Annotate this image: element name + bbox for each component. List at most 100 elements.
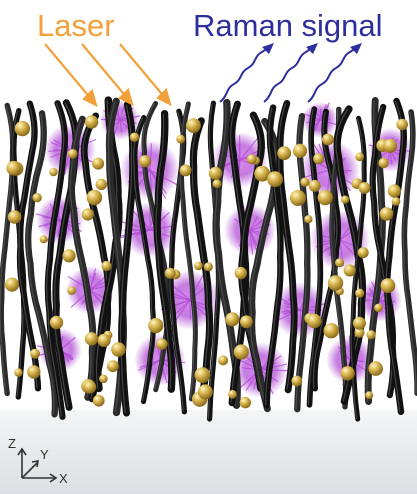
gold-nanoparticle xyxy=(357,247,369,259)
x-axis-label: X xyxy=(59,471,68,486)
raman-arrowhead-1 xyxy=(262,43,274,54)
nanowire-highlight xyxy=(133,117,153,402)
gold-nanoparticle xyxy=(355,288,365,298)
laser-label: Laser xyxy=(37,8,115,43)
gold-nanoparticle xyxy=(156,338,168,351)
gold-nanoparticle xyxy=(67,149,78,159)
gold-nanoparticle xyxy=(148,318,164,334)
gold-nanoparticle xyxy=(194,367,211,383)
molecule-strand xyxy=(59,336,76,351)
gold-nanoparticle xyxy=(358,182,371,194)
gold-nanoparticle xyxy=(300,177,310,187)
gold-nanoparticle xyxy=(379,207,394,221)
laser-arrowhead-2 xyxy=(118,87,134,107)
gold-nanoparticle xyxy=(366,330,376,340)
laser-arrowhead-1 xyxy=(82,88,98,108)
gold-nanoparticle xyxy=(234,266,247,280)
gold-nanoparticle xyxy=(83,380,97,394)
gold-nanoparticle xyxy=(27,365,41,379)
gold-nanoparticle xyxy=(228,389,237,399)
laser-arrowhead-3 xyxy=(156,87,172,107)
gold-nanoparticle xyxy=(233,344,249,360)
gold-nanoparticle xyxy=(62,249,76,263)
gold-nanoparticle xyxy=(14,368,23,377)
gold-nanoparticle xyxy=(49,167,58,177)
nanowire-highlight xyxy=(295,116,307,410)
gold-nanoparticle xyxy=(391,197,401,206)
gold-nanoparticle xyxy=(49,315,64,330)
nanowire xyxy=(153,109,176,393)
gold-nanoparticle xyxy=(101,260,112,272)
gold-nanoparticle xyxy=(240,315,253,329)
gold-nanoparticle xyxy=(179,164,192,177)
nanowire xyxy=(189,117,214,402)
gold-nanoparticle xyxy=(313,153,325,165)
gold-nanoparticle xyxy=(218,355,229,366)
gold-nanoparticle xyxy=(246,154,257,165)
nanowire xyxy=(178,101,198,402)
nanowire-highlight xyxy=(307,109,320,405)
gold-nanoparticle xyxy=(208,166,222,180)
y-axis-head xyxy=(31,460,39,468)
molecule-strand xyxy=(149,169,179,186)
y-axis-label: Y xyxy=(40,447,49,462)
nanowire-highlight xyxy=(26,113,55,415)
gold-nanoparticle xyxy=(327,275,344,291)
nanowire xyxy=(25,110,59,418)
gold-nanoparticle xyxy=(291,375,303,387)
nanowire-highlight xyxy=(179,103,195,399)
nanowire-highlight xyxy=(264,107,280,406)
gold-nanoparticle xyxy=(138,155,152,168)
gold-nanoparticle xyxy=(32,193,42,203)
gold-nanoparticle xyxy=(343,264,356,277)
molecule-strand xyxy=(57,219,61,238)
gold-nanoparticles xyxy=(4,115,409,409)
nanowire-highlight xyxy=(402,111,417,394)
y-axis-line xyxy=(21,461,39,479)
molecule-strand xyxy=(239,136,260,161)
gold-nanoparticle xyxy=(197,384,213,400)
gold-nanoparticle xyxy=(14,120,31,137)
gold-nanoparticle xyxy=(186,118,201,133)
gold-nanoparticle xyxy=(107,360,119,373)
gold-nanoparticle xyxy=(368,361,384,376)
raman-arrowhead-2 xyxy=(306,43,318,54)
molecule-strand xyxy=(119,106,125,121)
gold-nanoparticle xyxy=(176,134,186,144)
gold-nanoparticle xyxy=(203,262,213,272)
gold-nanoparticle xyxy=(81,208,94,221)
nanowire xyxy=(294,113,311,413)
gold-nanoparticle xyxy=(335,258,345,268)
nanowire xyxy=(44,100,68,420)
gold-nanoparticle xyxy=(239,396,251,409)
nanowire xyxy=(16,100,42,392)
nanowire-highlight xyxy=(18,103,38,389)
raman-arrows xyxy=(219,43,362,103)
gold-nanoparticle xyxy=(6,160,21,176)
raman-wave-2 xyxy=(263,47,313,103)
nanowire xyxy=(212,98,241,409)
gold-nanoparticle xyxy=(4,277,20,292)
gold-nanoparticle xyxy=(307,313,322,329)
nanowire-highlight xyxy=(385,100,404,412)
molecule-strand xyxy=(174,299,191,307)
gold-nanoparticle xyxy=(267,171,283,188)
nanowire-highlight xyxy=(119,104,133,414)
gold-nanoparticle xyxy=(308,179,321,192)
molecule-strand xyxy=(249,229,254,255)
nanowire xyxy=(401,109,417,396)
gold-nanoparticle xyxy=(322,133,334,146)
molecule-strand xyxy=(119,119,130,131)
molecule-strand xyxy=(172,285,191,301)
gold-nanoparticle xyxy=(129,132,140,142)
gold-nanoparticle xyxy=(374,303,383,313)
gold-nanoparticle xyxy=(164,267,176,279)
gold-nanoparticle xyxy=(254,165,271,182)
nanowires xyxy=(0,96,417,422)
gold-nanoparticle xyxy=(99,374,108,384)
gold-nanoparticle xyxy=(365,391,374,400)
laser-arrow-3 xyxy=(119,43,167,100)
nanowire xyxy=(349,115,367,422)
gold-nanoparticle xyxy=(387,184,401,198)
